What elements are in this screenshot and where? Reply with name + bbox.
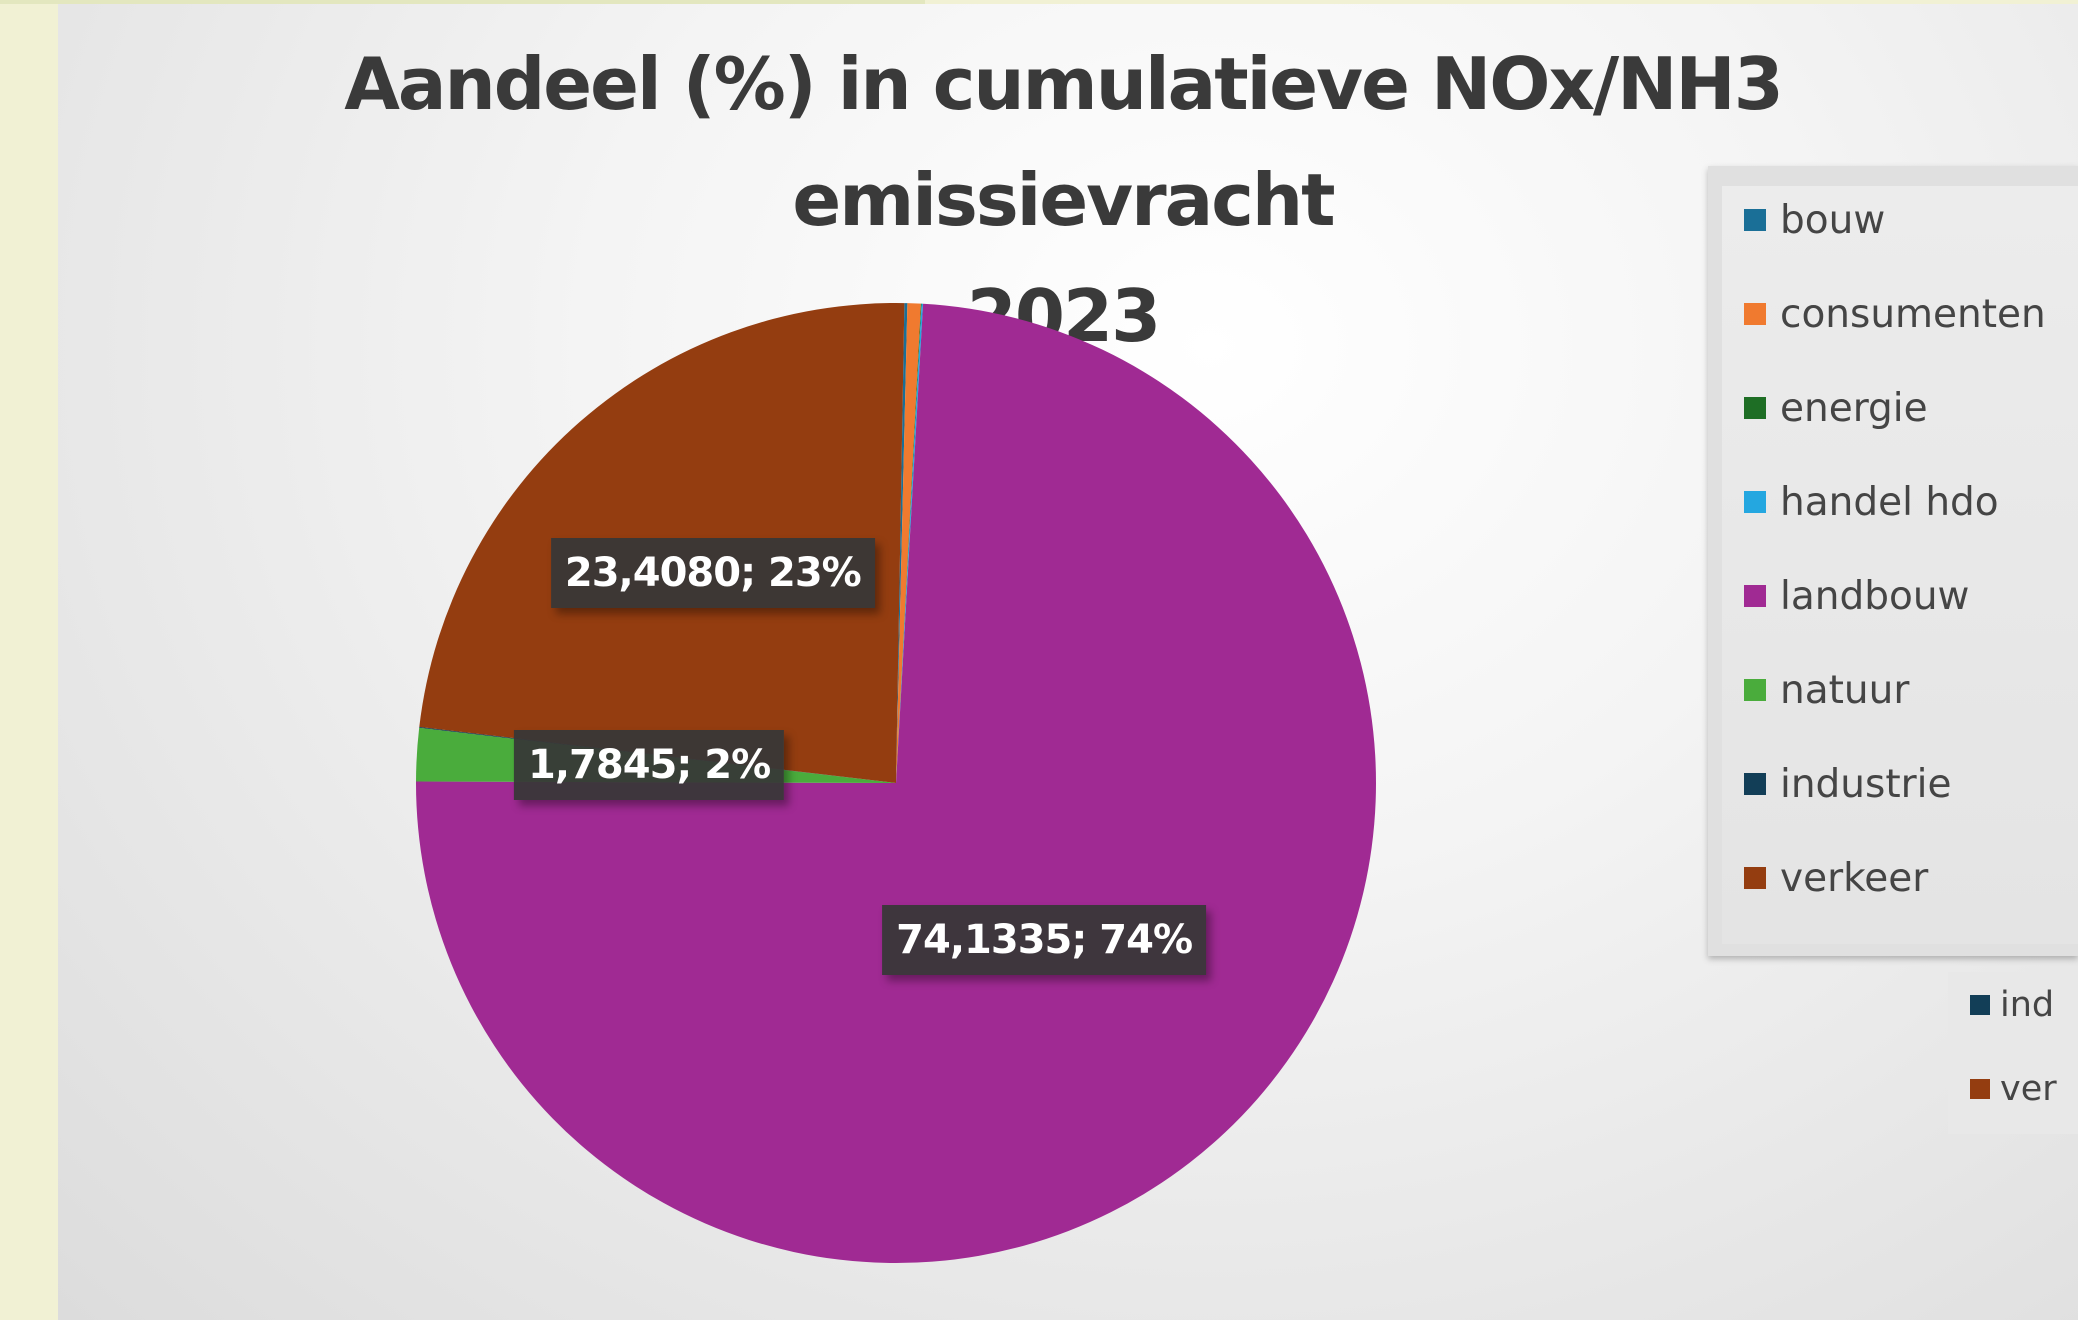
legend-item-natuur: natuur [1744, 660, 1909, 720]
legend-swatch [1744, 303, 1766, 325]
pie-slice-landbouw [416, 303, 1377, 1263]
legend-swatch [1744, 773, 1766, 795]
legend-label: consumenten [1780, 291, 2046, 337]
legend-swatch [1744, 585, 1766, 607]
legend-item-landbouw: landbouw [1744, 566, 1969, 626]
pie-slice-handel-hdo [896, 303, 924, 783]
secondary-legend: ind ver [1948, 972, 2078, 1134]
legend-item-bouw: bouw [1744, 190, 1885, 250]
legend-label: ind [2000, 985, 2055, 1025]
top-strip [0, 0, 925, 4]
data-label-verkeer: 23,4080; 23% [550, 538, 875, 609]
legend-item-verkeer: verkeer [1744, 848, 1928, 908]
legend-item-industrie: industrie [1744, 754, 1952, 814]
pie-slice-energie [896, 303, 922, 783]
chart-title: Aandeel (%) in cumulatieve NOx/NH3 emiss… [98, 26, 2028, 374]
legend-label: bouw [1780, 197, 1886, 243]
legend-swatch [1744, 679, 1766, 701]
legend-items: bouw consumenten energie handel hdo landbouw… [1722, 186, 2078, 944]
legend-swatch [1744, 867, 1766, 889]
legend-label: industrie [1780, 761, 1952, 807]
legend-label: landbouw [1780, 573, 1970, 619]
legend-swatch [1744, 209, 1766, 231]
legend-item-consumenten: consumenten [1744, 284, 2046, 344]
legend-swatch [1744, 491, 1766, 513]
legend-swatch [1970, 995, 1990, 1015]
legend-item-handel-hdo: handel hdo [1744, 472, 1999, 532]
legend-label: handel hdo [1780, 479, 1999, 525]
pie-slice-bouw [896, 303, 908, 783]
legend-item-energie: energie [1744, 378, 1928, 438]
legend: bouw consumenten energie handel hdo landbouw… [1708, 166, 2078, 956]
legend-swatch [1744, 397, 1766, 419]
chart-title-line-1: Aandeel (%) in cumulatieve NOx/NH3 emiss… [344, 42, 1784, 242]
legend-label: energie [1780, 385, 1928, 431]
chart-area: Aandeel (%) in cumulatieve NOx/NH3 emiss… [58, 4, 2078, 1320]
secondary-legend-item: ver [1970, 1064, 2057, 1114]
legend-swatch [1970, 1079, 1990, 1099]
data-label-landbouw: 74,1335; 74% [882, 905, 1207, 976]
secondary-legend-item: ind [1970, 980, 2054, 1030]
legend-label: ver [2000, 1069, 2057, 1109]
legend-label: natuur [1780, 667, 1910, 713]
data-label-natuur: 1,7845; 2% [514, 730, 785, 801]
legend-label: verkeer [1780, 855, 1929, 901]
pie-slice-consumenten [896, 303, 921, 783]
